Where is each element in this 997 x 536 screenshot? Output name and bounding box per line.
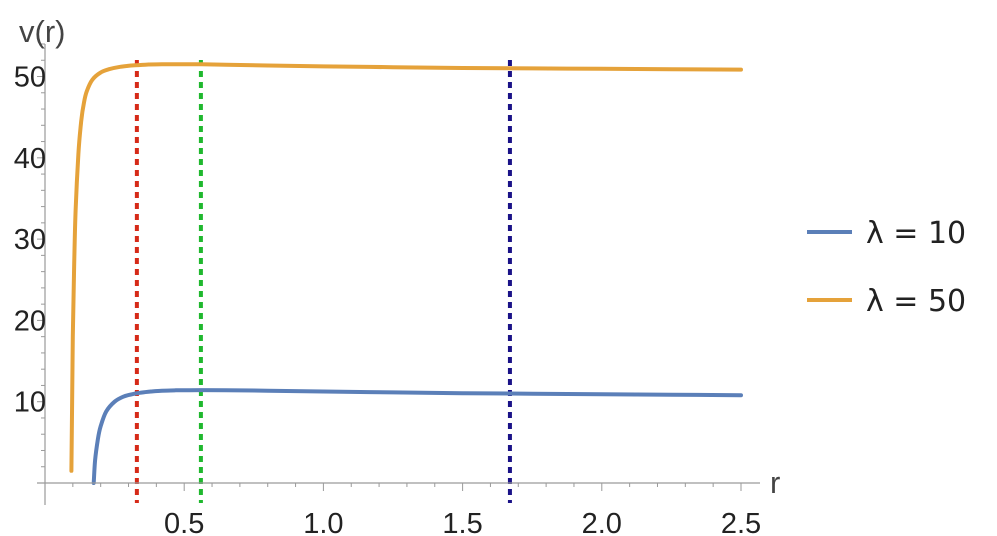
y-tick-label: 40 xyxy=(14,143,46,175)
legend-label-series-1: λ = 10 xyxy=(866,216,966,251)
series-line-1 xyxy=(91,388,743,485)
series-lines xyxy=(69,62,743,485)
x-tick-label: 1.0 xyxy=(303,508,343,536)
y-axis-ticks: 10 20 30 40 50 xyxy=(14,43,46,468)
x-tick-label: 0.5 xyxy=(164,508,204,536)
reference-lines xyxy=(134,60,512,503)
y-tick-label: 50 xyxy=(14,62,46,94)
x-axis-ticks: 0.5 1.0 1.5 2.0 2.5 xyxy=(72,483,761,536)
x-axis-title: r xyxy=(770,465,780,500)
series-line-2 xyxy=(69,62,743,473)
axes: 0.5 1.0 1.5 2.0 2.5 10 20 30 40 50 r v(r) xyxy=(14,14,781,536)
y-tick-label: 30 xyxy=(14,224,46,256)
y-tick-label: 10 xyxy=(14,387,46,419)
x-tick-label: 2.0 xyxy=(582,508,622,536)
legend-label-series-2: λ = 50 xyxy=(866,284,966,319)
x-tick-label: 2.5 xyxy=(721,508,761,536)
y-axis-title: v(r) xyxy=(19,14,65,49)
y-tick-label: 20 xyxy=(14,305,46,337)
legend: λ = 10 λ = 50 xyxy=(807,216,966,319)
x-tick-label: 1.5 xyxy=(442,508,482,536)
